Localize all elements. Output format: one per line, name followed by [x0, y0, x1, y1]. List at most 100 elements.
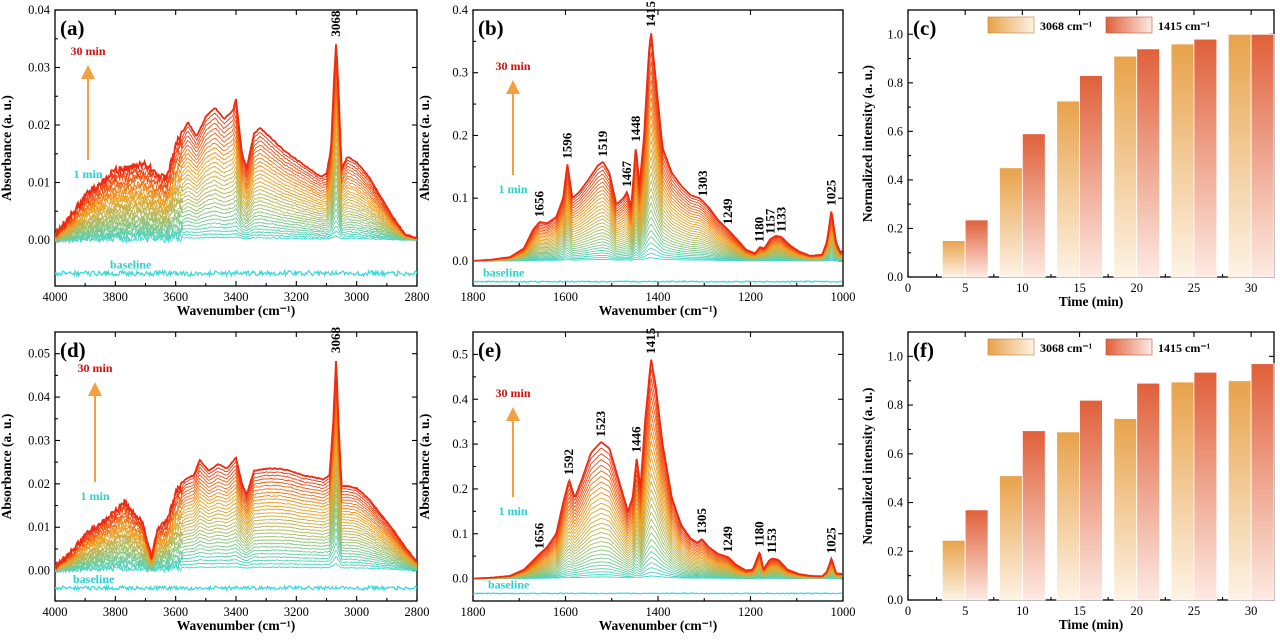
y-tick-label: 0.1 [452, 527, 468, 541]
peak-label: 1415 [643, 0, 658, 27]
spectrum-line [473, 123, 843, 262]
panel-b: 1800 1600 1400 1200 1000 0.0 0.1 0.2 0.3 0.4 Waven… [417, 0, 856, 318]
spectrum-line [55, 541, 417, 574]
bar-3068 [1170, 43, 1195, 278]
spectrum-line [473, 70, 843, 262]
x-tick-label: 2800 [405, 290, 430, 304]
bar-1415 [1250, 33, 1275, 278]
peak-label: 1249 [720, 198, 735, 225]
peak-label: 1415 [643, 327, 658, 354]
spectrum-line [473, 51, 843, 262]
spectrum-line [55, 131, 417, 241]
y-tick-label: 0.0 [452, 254, 468, 268]
y-axis-label: Absorbance (a. u.) [417, 414, 432, 520]
x-tick-label: 25 [1188, 281, 1201, 295]
peak-label: 1448 [628, 115, 643, 142]
x-tick-label: 25 [1188, 604, 1201, 618]
peak-label: 1025 [823, 527, 838, 554]
y-tick-label: 0.02 [28, 118, 50, 132]
spectrum-line [473, 414, 843, 580]
spectrum-line [473, 562, 843, 580]
spectrum-line [55, 423, 417, 570]
bar-3068 [1227, 380, 1252, 601]
y-axis-label: Absorbance (a. u.) [0, 414, 14, 520]
peak-label: 3068 [328, 10, 343, 37]
y-tick-label: 0.0 [452, 572, 468, 586]
y-tick-label: 0.4 [452, 3, 468, 17]
peak-label: 1180 [752, 217, 767, 242]
x-tick-label: 3000 [344, 290, 369, 304]
panel-label: (e) [478, 338, 501, 362]
x-axis-label: Wavenumber (cm⁻¹) [177, 618, 296, 633]
y-tick-label: 0.01 [28, 520, 50, 534]
spectrum-line [55, 395, 417, 569]
spectrum-line [473, 33, 843, 262]
x-tick-label: 0 [905, 604, 911, 618]
peak-label: 1596 [559, 132, 574, 159]
panel-e: 1800 1600 1400 1200 1000 0.0 0.1 0.2 0.3 0.4 0.5 Wa… [417, 327, 856, 633]
peak-label: 1467 [619, 160, 634, 187]
spectrum-line [473, 202, 843, 262]
y-axis-label: Absorbance (a. u.) [417, 95, 432, 201]
x-tick-label: 3800 [103, 605, 128, 619]
x-tick-label: 15 [1073, 281, 1086, 295]
plot-frame [472, 331, 844, 602]
time-start-label: 1 min [73, 167, 102, 181]
legend-label-3068: 3068 cm⁻¹ [1040, 19, 1093, 33]
x-tick-label: 20 [1131, 281, 1144, 295]
spectrum-line [473, 247, 843, 262]
spectrum-line [473, 148, 843, 262]
bar-3068 [1056, 431, 1080, 601]
x-tick-label: 1800 [461, 605, 486, 619]
baseline-label: baseline [488, 577, 530, 591]
panel-d: 4000 3800 3600 3400 3200 3000 2800 0.00 0.01 0.02… [0, 327, 430, 633]
legend-swatch-3068 [987, 16, 1035, 34]
spectrum-line [55, 225, 417, 243]
spectrum-line [55, 521, 417, 572]
x-tick-label: 4000 [43, 290, 68, 304]
time-start-label: 1 min [498, 504, 527, 518]
spectrum-line [473, 359, 843, 580]
peak-label: 3068 [328, 327, 343, 354]
y-tick-label: 0.6 [887, 447, 903, 461]
spectrum-line [55, 507, 417, 572]
legend-swatch-1415 [1105, 16, 1153, 34]
spectrum-line [55, 430, 417, 571]
y-axis-label: Absorbance (a. u.) [0, 95, 14, 201]
x-axis-label: Wavenumber (cm⁻¹) [599, 618, 718, 633]
x-tick-label: 3600 [163, 290, 188, 304]
peak-label: 1133 [773, 206, 788, 232]
legend-swatch-3068 [987, 338, 1035, 356]
spectrum-line [473, 209, 843, 262]
spectra-group [55, 360, 417, 593]
legend-label-1415: 1415 cm⁻¹ [1158, 19, 1211, 33]
spectrum-line [473, 488, 842, 580]
spectrum-line [55, 374, 417, 569]
x-tick-label: 3400 [224, 605, 249, 619]
legend-label-3068: 3068 cm⁻¹ [1040, 341, 1093, 355]
y-axis-label: Normalized intensity (a. u.) [860, 387, 875, 544]
peak-label: 1446 [629, 426, 644, 453]
spectrum-line [55, 195, 417, 243]
spectrum-line [473, 503, 842, 580]
bar-3068 [941, 240, 966, 278]
spectrum-line [55, 416, 417, 570]
x-tick-label: 1400 [646, 290, 671, 304]
peak-label: 1656 [532, 191, 547, 218]
y-tick-label: 0.00 [28, 233, 50, 247]
spectrum-line [473, 396, 843, 580]
spectrum-line [473, 229, 843, 262]
y-tick-label: 0.2 [887, 221, 903, 235]
bar-3068 [1170, 381, 1195, 601]
spectrum-line [473, 194, 843, 262]
x-tick-label: 1400 [646, 605, 671, 619]
bar-1415 [1193, 371, 1218, 601]
spectrum-line [473, 440, 843, 580]
spectrum-line [473, 423, 843, 580]
arrow-head-icon [88, 382, 102, 396]
y-tick-label: 0.4 [452, 392, 468, 406]
spectrum-line [473, 236, 843, 262]
spectrum-line [473, 187, 843, 262]
peak-label: 1519 [595, 130, 610, 157]
